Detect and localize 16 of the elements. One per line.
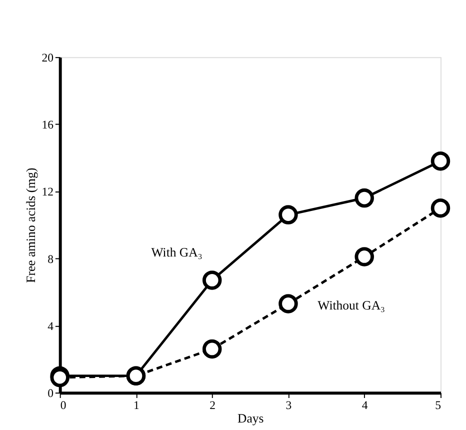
x-axis-title: Days	[238, 412, 264, 426]
y-tick-label: 0	[48, 387, 54, 400]
series-label: Without GA₃	[318, 298, 385, 313]
x-tick-label: 0	[60, 398, 66, 412]
y-tick-label: 20	[42, 52, 54, 65]
y-tick-label: 8	[48, 252, 54, 266]
y-tick-label: 12	[42, 186, 54, 199]
y-tick-label: 4	[48, 320, 54, 333]
x-tick-label: 2	[210, 398, 216, 412]
y-tick-label: 16	[42, 118, 54, 132]
x-tick-label: 3	[286, 398, 292, 412]
y-axis-title: Free amino acids (mg)	[24, 168, 38, 283]
x-tick-label: 1	[134, 398, 140, 412]
x-tick-label: 5	[435, 398, 442, 412]
series-label: With GA₃	[151, 246, 202, 260]
x-tick-label: 4	[362, 398, 368, 412]
